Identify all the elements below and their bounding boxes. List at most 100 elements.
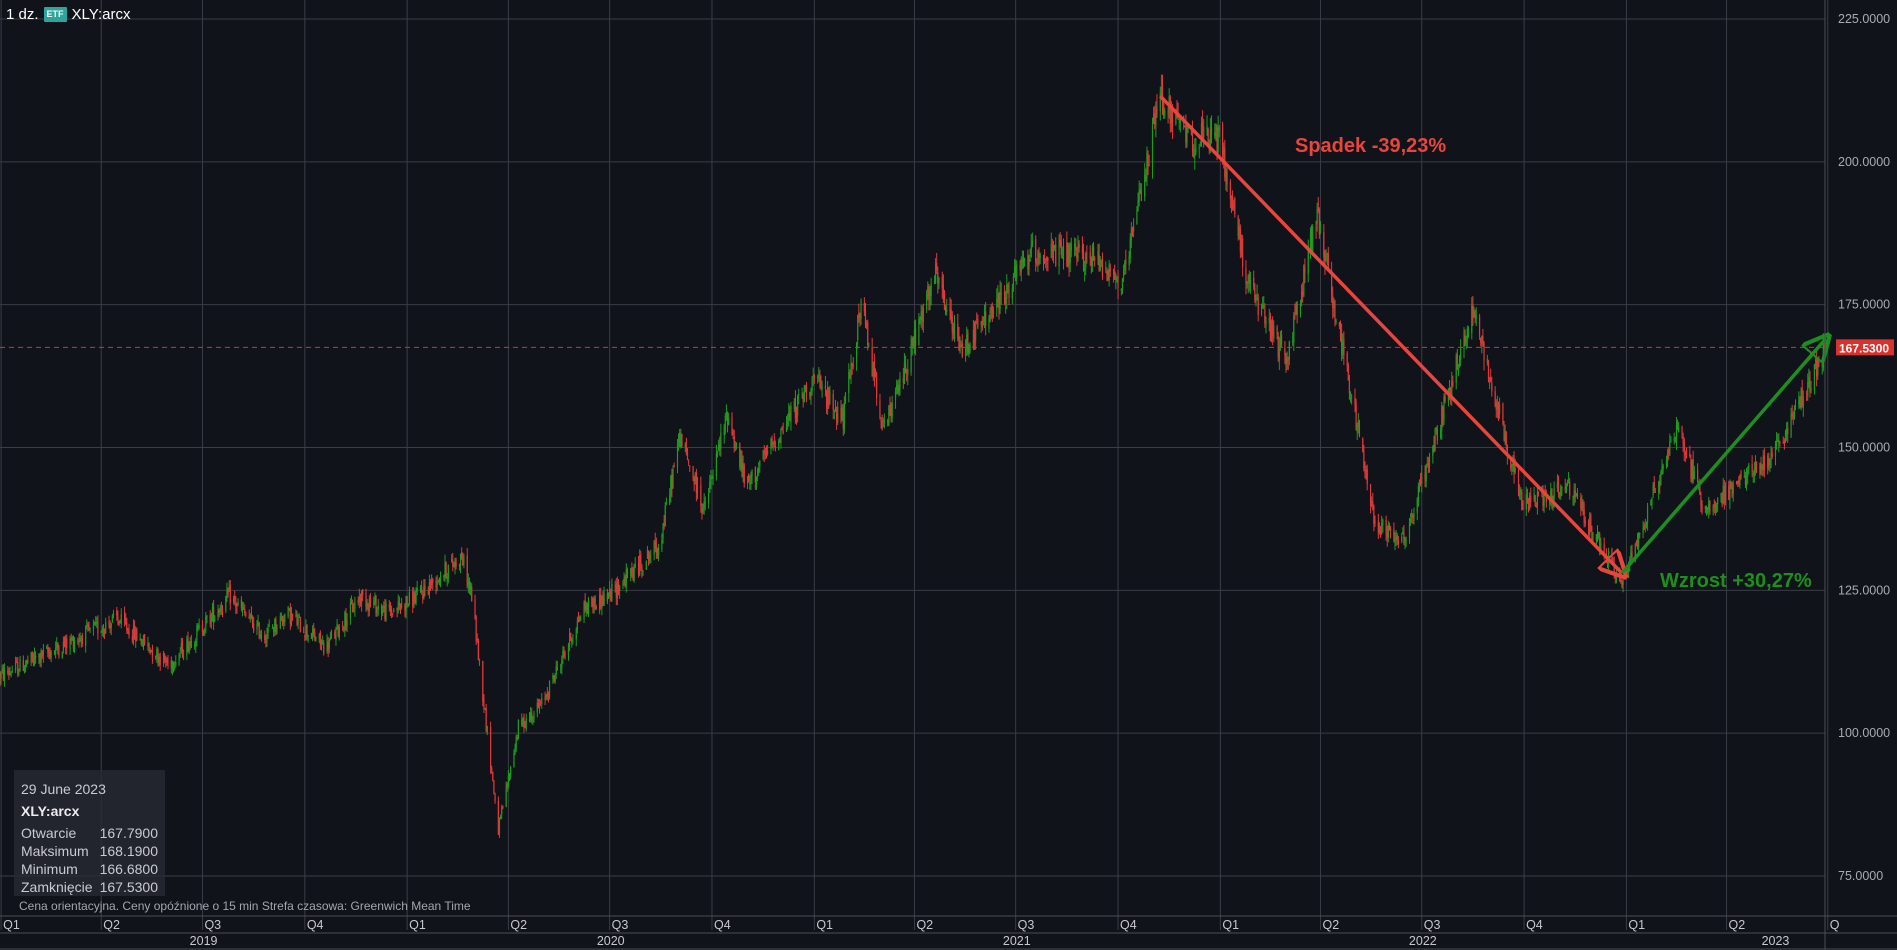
candle-body xyxy=(63,642,66,646)
candle-body xyxy=(377,605,379,610)
candle-body xyxy=(704,502,706,504)
candle-body xyxy=(1154,113,1156,125)
candle-body xyxy=(1821,364,1823,367)
candle-body xyxy=(676,444,679,468)
symbol-label[interactable]: XLY:arcx xyxy=(71,6,131,23)
candle-body xyxy=(1798,399,1800,405)
y-tick-label: 150.0000 xyxy=(1838,441,1890,455)
candle-body xyxy=(267,627,269,633)
candle-body xyxy=(109,624,111,630)
candle-body xyxy=(295,614,297,617)
candle-body xyxy=(1491,382,1493,392)
candle-body xyxy=(1396,534,1398,541)
candle-body xyxy=(1317,206,1319,211)
candle-body xyxy=(647,550,650,559)
candle-body xyxy=(1036,262,1038,264)
candle-body xyxy=(1420,477,1422,485)
candle-body xyxy=(1800,390,1802,410)
candle-body xyxy=(258,622,260,639)
candle-body xyxy=(1475,315,1477,319)
candle-body xyxy=(538,703,541,710)
candle-body xyxy=(404,604,406,611)
candle-body xyxy=(406,596,408,604)
candle-body xyxy=(1011,288,1013,299)
candle-body xyxy=(170,660,172,669)
candle-body xyxy=(1457,367,1460,373)
candle-body xyxy=(1551,488,1553,504)
candle-body xyxy=(1807,382,1809,397)
candle-body xyxy=(408,592,410,604)
candle-body xyxy=(1427,463,1430,465)
candle-body xyxy=(1589,516,1591,536)
candle-body xyxy=(888,405,890,426)
candle-body xyxy=(435,580,437,588)
candle-body xyxy=(1753,468,1755,476)
candle-body xyxy=(1611,548,1613,562)
candle-body xyxy=(1537,491,1540,493)
candle-body xyxy=(1591,533,1593,540)
candle-body xyxy=(696,485,699,493)
candle-body xyxy=(1735,481,1738,484)
candle-body xyxy=(540,702,542,704)
candle-body xyxy=(556,667,558,669)
candle-body xyxy=(305,625,307,637)
candle-body xyxy=(718,443,720,451)
candle-body xyxy=(972,329,975,349)
candle-body xyxy=(1278,346,1280,361)
candle-body xyxy=(1435,427,1437,430)
candle-body xyxy=(1276,326,1278,336)
candle-body xyxy=(1748,465,1750,470)
candle-body xyxy=(656,549,659,555)
candle-body xyxy=(1801,388,1803,407)
quarter-tick-label: Q1 xyxy=(816,918,833,932)
candle-body xyxy=(1209,129,1211,151)
candle-body xyxy=(516,737,518,740)
candle-body xyxy=(65,637,67,648)
candle-body xyxy=(1421,472,1423,485)
candle-body xyxy=(894,391,897,400)
candle-body xyxy=(1782,441,1784,443)
candle-body xyxy=(741,455,743,477)
candle-body xyxy=(1592,539,1594,541)
candle-body xyxy=(1556,482,1559,488)
candle-body xyxy=(174,666,176,669)
candle-body xyxy=(873,361,875,380)
candle-body xyxy=(1138,190,1140,203)
candle-body xyxy=(32,657,34,662)
candle-body xyxy=(619,585,621,592)
candle-body xyxy=(585,603,587,611)
candle-body xyxy=(1338,322,1341,327)
candle-body xyxy=(1039,254,1041,258)
candle-body xyxy=(275,619,277,631)
candle-body xyxy=(1653,482,1655,491)
candle-body xyxy=(1732,483,1734,494)
candle-body xyxy=(1458,358,1461,366)
candle-body xyxy=(1510,457,1512,469)
candle-body xyxy=(572,639,574,641)
candle-body xyxy=(140,639,142,645)
candle-body xyxy=(1661,466,1663,475)
candle-body xyxy=(268,625,270,627)
candle-body xyxy=(166,659,168,663)
candle-body xyxy=(684,444,686,447)
candle-body xyxy=(1059,239,1061,244)
candle-body xyxy=(977,319,979,328)
candle-body xyxy=(943,296,946,311)
candle-body xyxy=(851,363,853,367)
y-tick-label: 200.0000 xyxy=(1838,155,1890,169)
candle-body xyxy=(819,372,821,382)
candle-body xyxy=(329,636,332,641)
candle-body xyxy=(787,417,789,426)
interval-label[interactable]: 1 dz. xyxy=(6,6,39,23)
candle-body xyxy=(755,476,758,484)
candle-body xyxy=(111,615,113,622)
candle-body xyxy=(591,596,593,608)
candle-body xyxy=(353,610,355,612)
candle-body xyxy=(593,597,595,608)
candle-body xyxy=(1256,294,1258,297)
candle-body xyxy=(1327,253,1329,271)
candle-body xyxy=(1107,277,1109,282)
candle-body xyxy=(876,373,878,398)
candle-body xyxy=(392,613,394,615)
